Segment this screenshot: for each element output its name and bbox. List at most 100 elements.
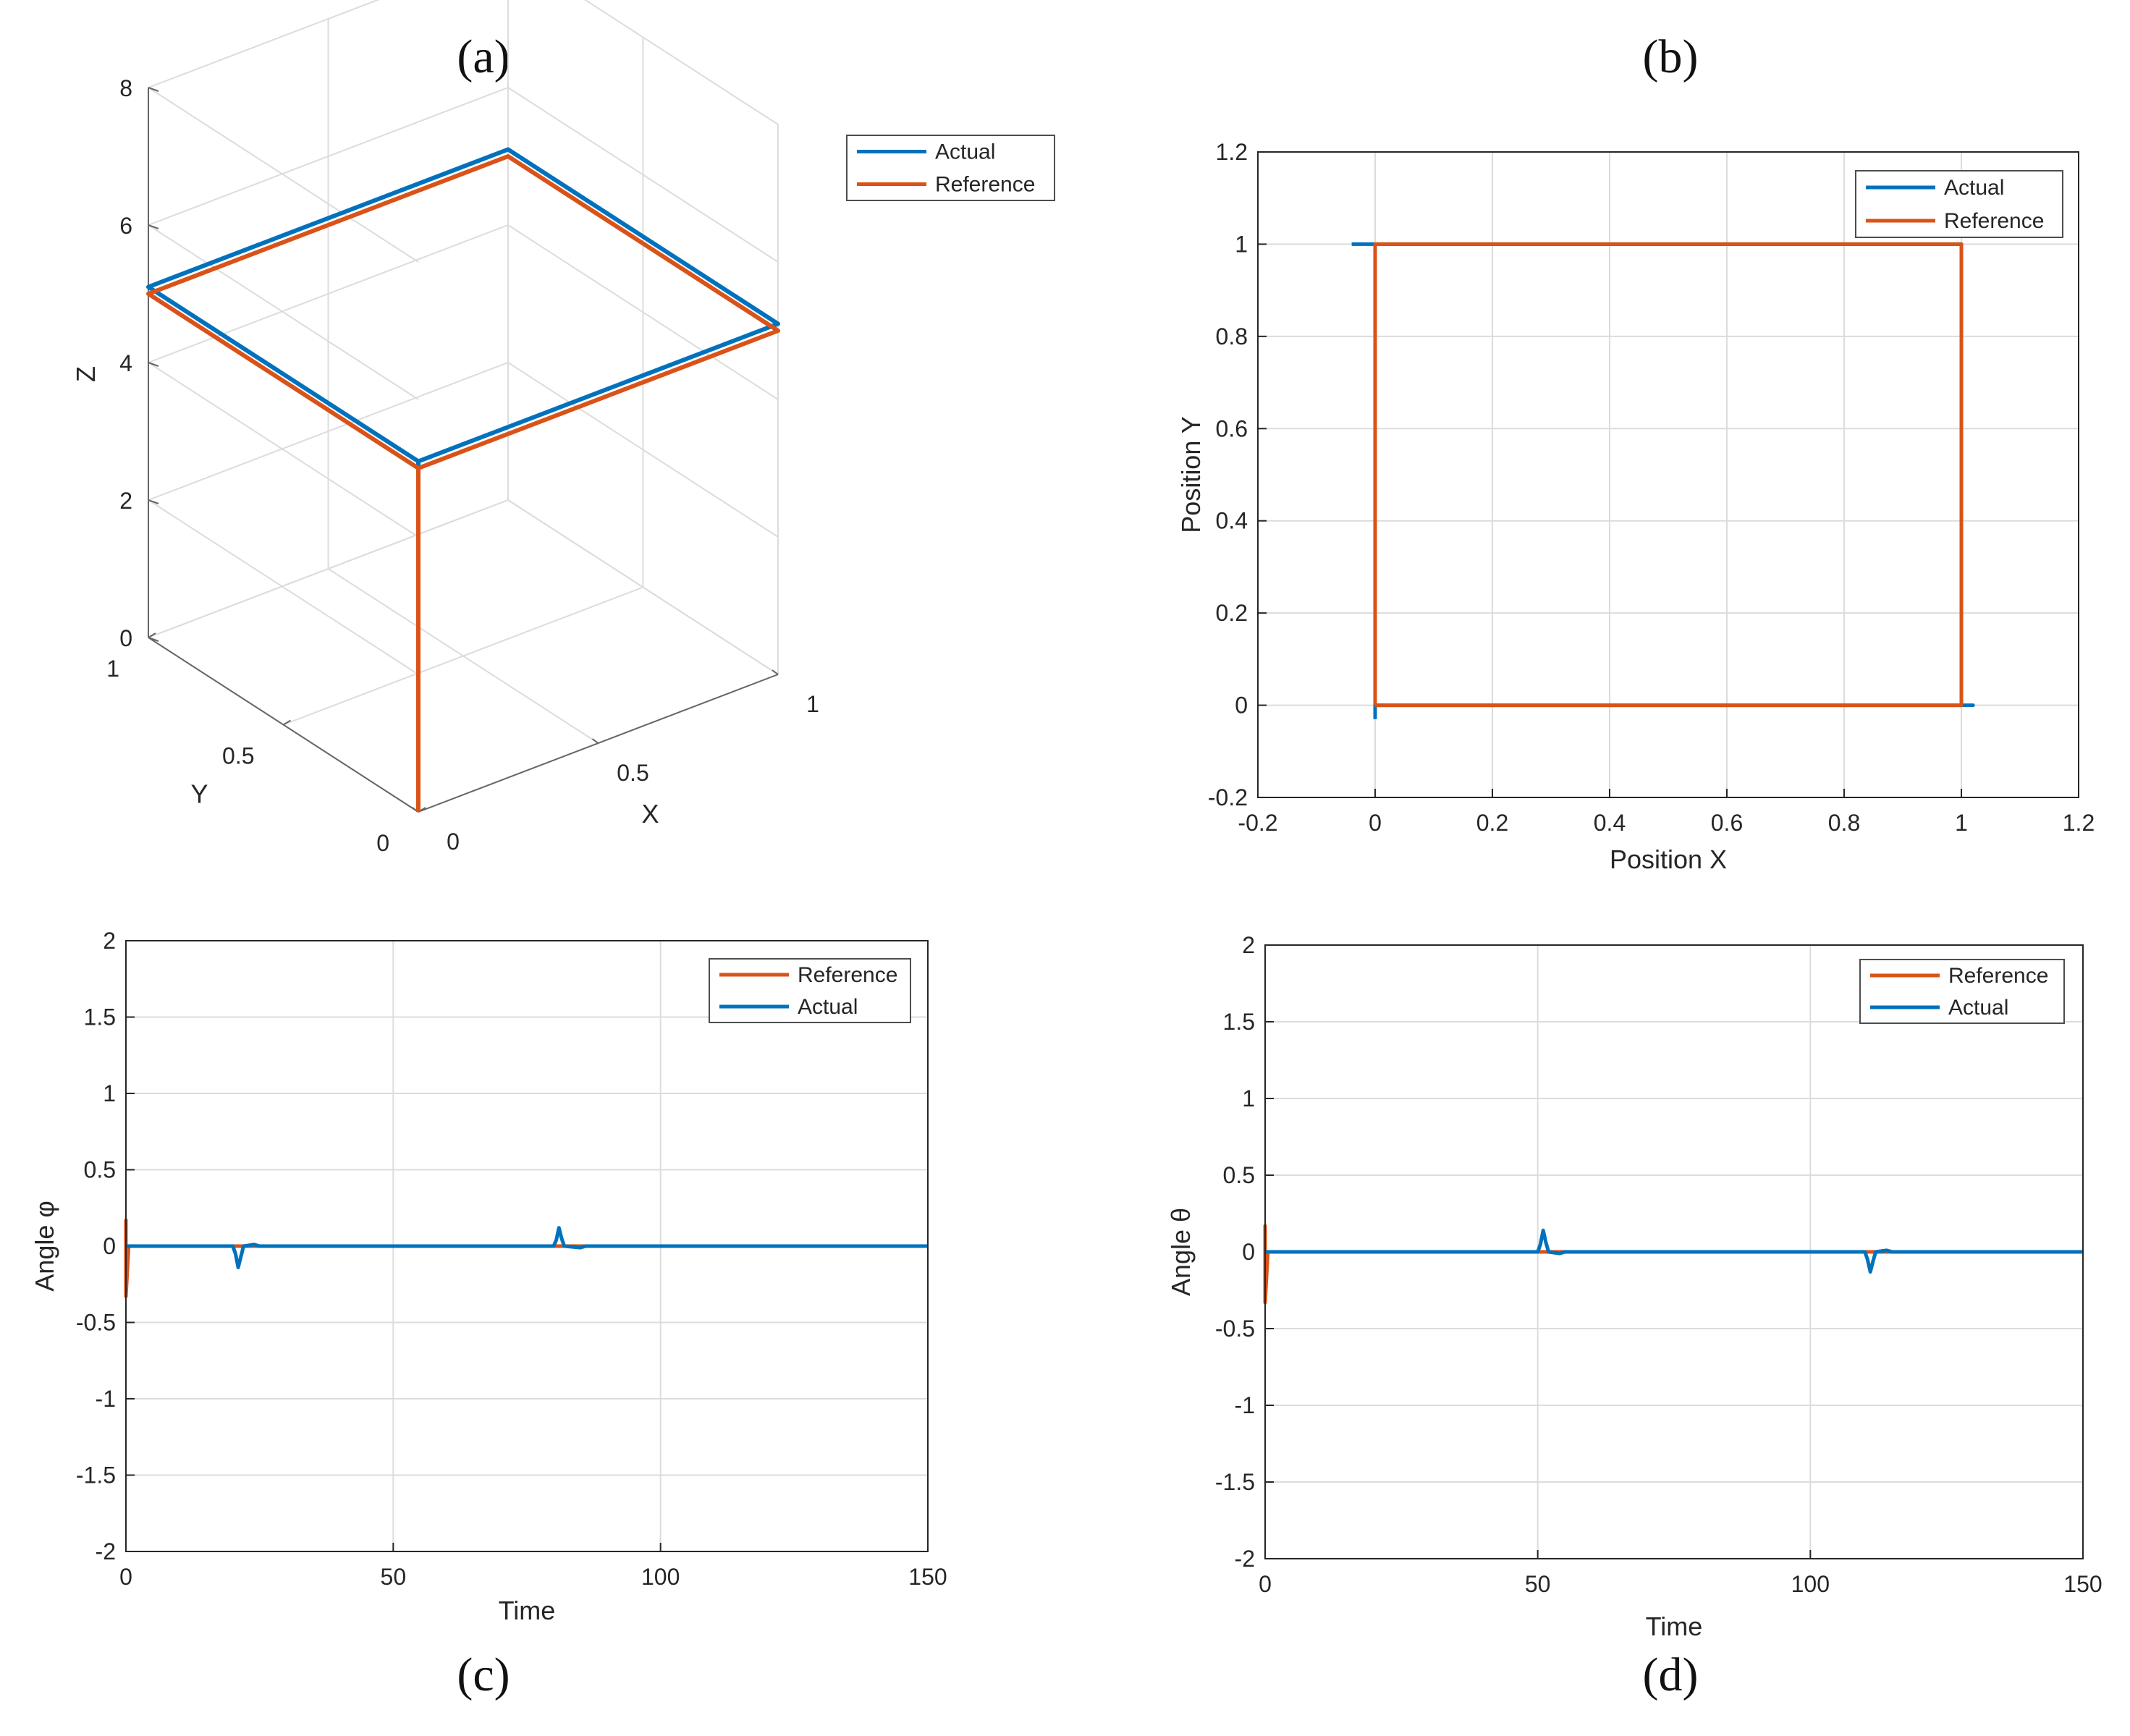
legend-box <box>1855 170 2063 238</box>
y-tick <box>282 719 292 726</box>
x-axis-label: X <box>641 799 659 829</box>
x-tick-label: 50 <box>1525 1571 1551 1597</box>
x-tick-label: 1.2 <box>2063 810 2095 836</box>
x-tick-label: 150 <box>2063 1571 2102 1597</box>
axes-box <box>125 940 929 1552</box>
y-tick-label: 1.5 <box>84 1004 116 1030</box>
legend-label-reference: Reference <box>935 173 1035 197</box>
y-tick-label: -1 <box>1235 1392 1255 1418</box>
y-tick-label: 0.6 <box>1216 415 1248 441</box>
x-axis-label: Position X <box>1610 844 1727 874</box>
gridline-z <box>148 87 419 263</box>
y-tick-label: 0 <box>1235 693 1248 719</box>
z-tick <box>148 87 159 92</box>
z-tick <box>148 637 159 642</box>
y-tick-label: 0.5 <box>1223 1162 1255 1188</box>
z-tick <box>148 499 159 504</box>
x-tick-label: -0.2 <box>1238 810 1277 836</box>
y-tick-label: -1.5 <box>76 1462 116 1489</box>
z-tick-label: 2 <box>119 488 132 514</box>
legend-label-actual: Actual <box>1948 996 2008 1020</box>
z-axis-label: Z <box>71 366 101 382</box>
legend-label-reference: Reference <box>1944 209 2044 233</box>
x-tick-label: 0.2 <box>1476 810 1508 836</box>
series-line-reference <box>146 154 780 812</box>
z-tick <box>148 224 159 229</box>
y-tick-label: 2 <box>103 928 116 954</box>
caption-b: (b) <box>1643 30 1699 83</box>
series-line-reference <box>1373 242 1964 708</box>
y-tick-label: -0.5 <box>76 1310 116 1336</box>
y-tick-label: 1 <box>103 1080 116 1106</box>
legend-box <box>846 135 1055 201</box>
x-tick-label: 150 <box>908 1564 947 1590</box>
caption-d: (d) <box>1643 1648 1699 1701</box>
y-tick-label: 0.4 <box>1216 508 1248 534</box>
y-tick-label: 1.5 <box>1223 1009 1255 1035</box>
z-tick-label: 4 <box>119 350 132 376</box>
x-tick-label: 0.5 <box>617 760 648 786</box>
y-tick-label: 1 <box>106 656 119 682</box>
x-tick-label: 0 <box>1259 1571 1272 1597</box>
legend-box <box>709 958 911 1023</box>
y-tick-label: -1.5 <box>1215 1469 1255 1495</box>
gridline-z <box>148 362 419 538</box>
y-tick-label: 0.5 <box>222 743 254 769</box>
y-tick-label: 0 <box>103 1233 116 1259</box>
x-tick-label: 0 <box>1369 810 1382 836</box>
z-tick-label: 0 <box>119 625 132 651</box>
y-tick-label: 1.2 <box>1216 139 1248 165</box>
caption-c: (c) <box>457 1648 510 1701</box>
x-tick <box>591 738 599 744</box>
x-tick-label: 0.6 <box>1711 810 1743 836</box>
x-tick-label: 0 <box>119 1564 132 1590</box>
y-tick-label: 1 <box>1235 231 1248 257</box>
y-tick-label: -2 <box>1235 1546 1255 1572</box>
x-axis-label: Time <box>1646 1612 1703 1641</box>
series-line-actual <box>1265 1228 2083 1274</box>
caption-a: (a) <box>457 30 510 83</box>
x-tick-label: 1 <box>806 691 819 717</box>
gridline-y <box>148 499 509 638</box>
y-tick-label: -2 <box>96 1538 116 1564</box>
y-axis-label: Angle θ <box>1166 1208 1196 1296</box>
x-tick-label: 1 <box>1955 810 1968 836</box>
x-tick <box>772 669 779 675</box>
gridline-y <box>283 586 643 726</box>
y-axis-label: Angle φ <box>30 1201 59 1291</box>
axes-box <box>1264 944 2084 1559</box>
x-tick-label: 50 <box>381 1564 407 1590</box>
plot-area <box>1258 152 2079 797</box>
legend-label-actual: Actual <box>1944 176 2004 200</box>
y-tick-label: 0.5 <box>84 1157 116 1183</box>
legend-label-actual: Actual <box>935 140 995 164</box>
legend-label-reference: Reference <box>1948 964 2048 988</box>
chart-d: 0 50 100 150 -2 -1.5 -1 -0.5 0 0.5 1 1.5 2 Time Angle … <box>1166 932 2102 1641</box>
y-tick-label: 2 <box>1242 932 1255 958</box>
gridline-z <box>148 224 419 400</box>
chart-c: 0 50 100 150 -2 -1.5 -1 -0.5 0 0.5 1 1.5 2 Time Angle … <box>30 928 947 1625</box>
legend-label-actual: Actual <box>798 995 858 1019</box>
x-tick-label: 0.8 <box>1828 810 1860 836</box>
y-tick <box>148 632 156 638</box>
chart-b: -0.2 0 0.2 0.4 0.6 0.8 1 1.2 -0.2 0 0.2 0.4 0.6 0.8 1 1… <box>1176 139 2095 874</box>
x-tick-label: 0 <box>447 829 460 855</box>
y-tick-label: -1 <box>96 1386 116 1412</box>
x-tick-label: 100 <box>1791 1571 1830 1597</box>
y-tick-label: 1 <box>1242 1085 1255 1112</box>
y-tick-label: -0.5 <box>1215 1316 1255 1342</box>
legend-box <box>1859 959 2065 1024</box>
y-tick-label: -0.2 <box>1208 784 1248 810</box>
x-tick-label: 0.4 <box>1594 810 1626 836</box>
z-tick-label: 6 <box>119 213 132 239</box>
y-tick-label: 0 <box>1242 1239 1255 1265</box>
series-line-actual <box>146 147 780 805</box>
z-tick-label: 8 <box>119 75 132 101</box>
axes-box <box>1257 151 2079 798</box>
y-axis-label: Y <box>190 779 208 809</box>
y-axis-label: Position Y <box>1176 416 1206 533</box>
legend-label-reference: Reference <box>798 963 897 987</box>
x-tick-label: 100 <box>641 1564 680 1590</box>
